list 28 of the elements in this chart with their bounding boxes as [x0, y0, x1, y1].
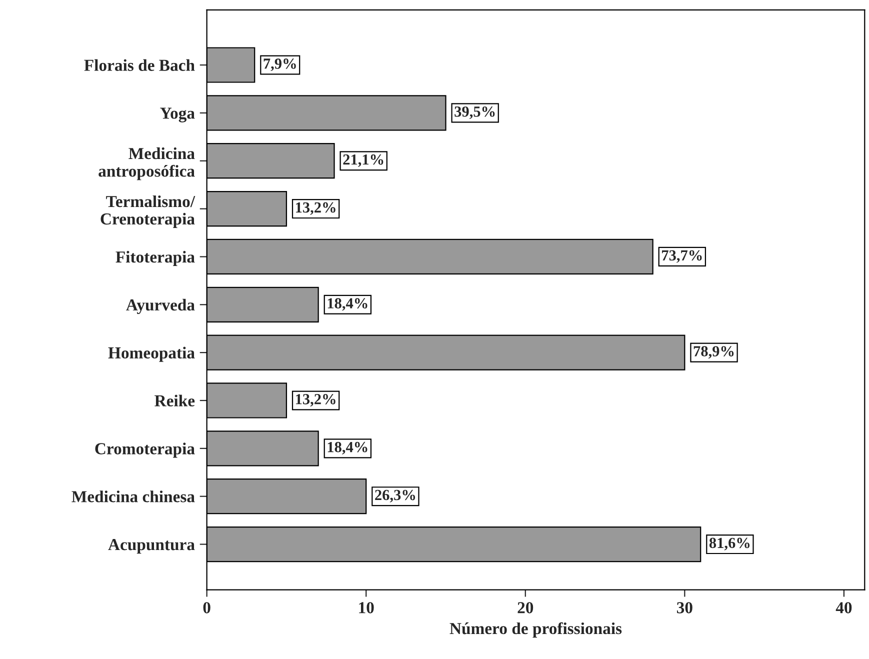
annotation: 73,7% [662, 250, 702, 263]
y-tick-label: Medicina chinesa [72, 490, 195, 502]
y-tick-label: Cromoterapia [95, 442, 195, 458]
x-tick-label: 0 [203, 602, 210, 614]
y-tick-label: Ayurveda [126, 298, 195, 314]
y-tick-label: Termalismo/ Crenoterapia [100, 195, 196, 228]
y-tick-label: Yoga [160, 108, 195, 122]
annotation: 26,3% [375, 490, 416, 502]
y-tick-label: Reike [154, 394, 195, 406]
annotation: 13,2% [296, 394, 336, 407]
x-tick-label: 30 [676, 602, 692, 614]
annotation: 18,4% [328, 442, 368, 454]
y-tick-label: Homeopatia [108, 346, 195, 362]
annotation: 13,2% [296, 202, 336, 215]
annotation: 81,6% [709, 538, 750, 550]
y-tick-label: Medicina antroposófica [98, 147, 195, 180]
y-tick-label: Fitoterapia [116, 250, 195, 266]
annotation: 21,1% [343, 154, 384, 167]
y-tick-label: Florais de Bach [84, 59, 195, 71]
x-tick-label: 20 [518, 602, 534, 614]
annotation: 18,4% [328, 298, 368, 311]
x-tick-label: 10 [359, 602, 374, 614]
x-axis-title: Número de profissionais [450, 622, 622, 638]
annotation: 39,5% [454, 106, 495, 119]
y-tick-label: Acupuntura [108, 539, 195, 554]
annotation: 7,9% [264, 58, 296, 72]
x-tick-label: 40 [836, 602, 852, 614]
annotation: 78,9% [694, 346, 734, 359]
